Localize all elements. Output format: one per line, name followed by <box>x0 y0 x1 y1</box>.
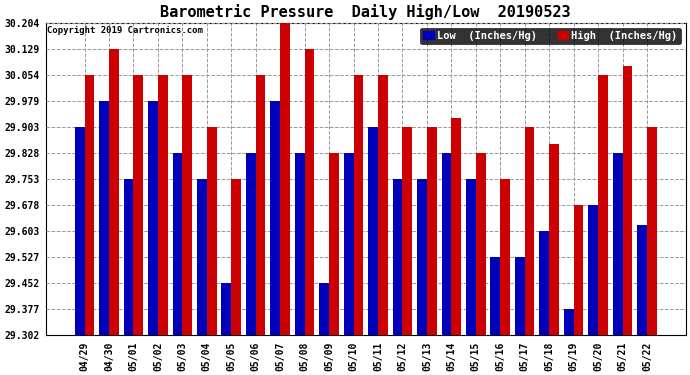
Bar <box>613 153 622 335</box>
Bar <box>133 75 144 335</box>
Bar <box>466 179 476 335</box>
Bar <box>280 23 290 335</box>
Bar <box>158 75 168 335</box>
Bar <box>417 179 427 335</box>
Bar <box>197 179 207 335</box>
Bar <box>172 153 182 335</box>
Bar <box>319 283 329 335</box>
Bar <box>378 75 388 335</box>
Bar <box>124 179 133 335</box>
Bar <box>573 205 583 335</box>
Bar <box>647 127 657 335</box>
Bar <box>221 283 231 335</box>
Bar <box>85 75 95 335</box>
Bar <box>256 75 266 335</box>
Title: Barometric Pressure  Daily High/Low  20190523: Barometric Pressure Daily High/Low 20190… <box>161 4 571 20</box>
Bar <box>589 205 598 335</box>
Bar <box>304 49 315 335</box>
Bar <box>353 75 364 335</box>
Bar <box>344 153 353 335</box>
Bar <box>231 179 241 335</box>
Bar <box>540 231 549 335</box>
Bar <box>368 127 378 335</box>
Bar <box>402 127 412 335</box>
Bar <box>246 153 256 335</box>
Bar <box>500 179 510 335</box>
Bar <box>393 179 402 335</box>
Bar <box>451 118 461 335</box>
Bar <box>549 144 559 335</box>
Bar <box>329 153 339 335</box>
Bar <box>109 49 119 335</box>
Bar <box>295 153 304 335</box>
Bar <box>427 127 437 335</box>
Bar <box>270 100 280 335</box>
Legend: Low  (Inches/Hg), High  (Inches/Hg): Low (Inches/Hg), High (Inches/Hg) <box>420 28 680 44</box>
Bar <box>622 66 632 335</box>
Bar <box>442 153 451 335</box>
Bar <box>207 127 217 335</box>
Bar <box>148 100 158 335</box>
Bar <box>564 309 573 335</box>
Bar <box>99 100 109 335</box>
Bar <box>491 257 500 335</box>
Bar <box>524 127 535 335</box>
Bar <box>637 225 647 335</box>
Text: Copyright 2019 Cartronics.com: Copyright 2019 Cartronics.com <box>47 26 203 35</box>
Bar <box>75 127 85 335</box>
Bar <box>515 257 524 335</box>
Bar <box>182 75 192 335</box>
Bar <box>476 153 486 335</box>
Bar <box>598 75 608 335</box>
